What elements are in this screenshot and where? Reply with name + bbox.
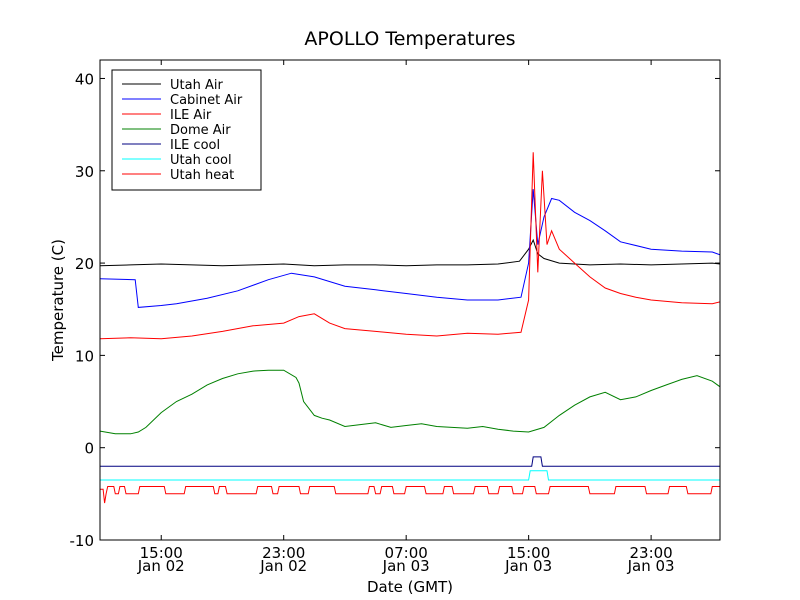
x-tick-time-label: 15:00 <box>140 544 183 562</box>
y-tick-label: -10 <box>70 532 95 550</box>
legend-label: Dome Air <box>170 123 231 138</box>
series-line-ile-air <box>100 152 720 340</box>
y-axis: -10 0 10 20 30 40 <box>70 70 720 550</box>
series-line-utah-heat <box>100 486 720 504</box>
series-line-utah-air <box>100 238 720 267</box>
chart-title: APOLLO Temperatures <box>304 28 515 50</box>
legend-box <box>111 69 262 191</box>
legend-label: ILE cool <box>170 138 220 153</box>
plot-frame <box>99 59 721 541</box>
y-tick-label: 40 <box>75 70 94 88</box>
legend-label: Cabinet Air <box>170 93 243 108</box>
legend-label: Utah Air <box>170 78 223 93</box>
legend-label: Utah heat <box>170 168 234 183</box>
legend-label: Utah cool <box>170 153 232 168</box>
x-tick-date-label: Jan 02 <box>259 557 307 575</box>
x-tick-time-label: 23:00 <box>629 544 672 562</box>
x-tick-time-label: 23:00 <box>262 544 305 562</box>
x-tick-date-label: Jan 03 <box>382 557 430 575</box>
y-tick-label: 20 <box>75 255 94 273</box>
series-line-dome-air <box>100 369 720 435</box>
y-tick-label: 30 <box>75 163 94 181</box>
series-line-cabinet-air <box>100 189 720 308</box>
series-line-utah-cool <box>100 470 720 481</box>
y-axis-label: Temperature (C) <box>49 239 67 362</box>
legend-label: ILE Air <box>170 108 212 123</box>
x-tick-date-label: Jan 03 <box>504 557 552 575</box>
x-tick-time-label: 15:00 <box>507 544 550 562</box>
series-layer <box>100 152 720 504</box>
x-axis-label: Date (GMT) <box>367 578 453 596</box>
x-tick-date-label: Jan 03 <box>627 557 675 575</box>
y-tick-label: 0 <box>84 440 94 458</box>
y-tick-label: 10 <box>75 347 94 365</box>
series-line-ile-cool <box>100 456 720 467</box>
x-tick-date-label: Jan 02 <box>137 557 185 575</box>
x-tick-time-label: 07:00 <box>385 544 428 562</box>
